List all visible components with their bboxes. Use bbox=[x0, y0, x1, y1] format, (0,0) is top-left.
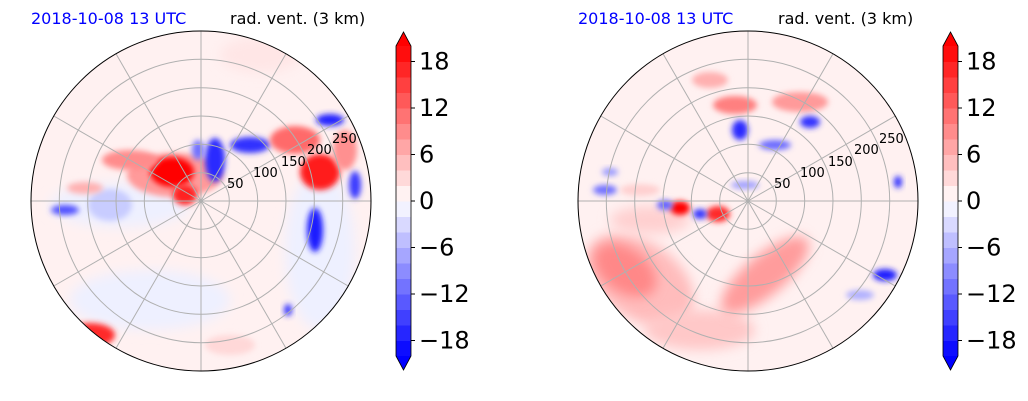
colorbar-band bbox=[396, 232, 411, 248]
panel-2-range-label: 150 bbox=[828, 155, 853, 170]
colorbar-extend-min bbox=[396, 356, 411, 370]
colorbar-band bbox=[943, 92, 958, 109]
colorbar-band bbox=[943, 108, 958, 124]
colorbar-band bbox=[396, 325, 411, 341]
panel-1-range-label: 50 bbox=[227, 177, 244, 192]
colorbar-band bbox=[943, 216, 958, 233]
colorbar-band bbox=[943, 247, 958, 264]
colorbar-band bbox=[943, 325, 958, 341]
panel-1-colorbar-ticks: −18 −12 −6 0 6 12 18 bbox=[411, 48, 470, 355]
colorbar-tick-label: 6 bbox=[966, 141, 981, 169]
panel-2: 2018-10-08 13 UTC rad. vent. (3 km) bbox=[577, 9, 1017, 372]
panel-2-colorbar-ticks: −18 −12 −6 0 6 12 18 bbox=[958, 48, 1017, 355]
panel-2-outline bbox=[577, 30, 919, 372]
panel-1-range-label: 100 bbox=[253, 166, 278, 181]
colorbar-band bbox=[943, 309, 958, 326]
colorbar-band bbox=[396, 139, 411, 155]
panel-2-colorbar-bands bbox=[942, 31, 959, 371]
colorbar-band bbox=[943, 294, 958, 310]
colorbar-band bbox=[396, 340, 411, 357]
panel-2-range-label: 200 bbox=[854, 143, 879, 158]
colorbar-outline bbox=[395, 31, 412, 371]
panel-1-colorbar: −18 −12 −6 0 6 12 18 bbox=[395, 31, 470, 371]
panel-1-time-label: 2018-10-08 13 UTC bbox=[31, 9, 186, 28]
colorbar-band bbox=[396, 77, 411, 93]
colorbar-tick-label: 0 bbox=[419, 187, 434, 215]
colorbar-tick-label: −6 bbox=[966, 234, 1001, 262]
colorbar-band bbox=[943, 46, 958, 62]
panel-1-range-label: 250 bbox=[332, 132, 357, 147]
colorbar-outline bbox=[942, 31, 959, 371]
panel-1-range-label: 150 bbox=[281, 155, 306, 170]
panel-2-grid bbox=[578, 31, 918, 371]
colorbar-extend-max bbox=[943, 32, 958, 46]
panel-2-range-label: 50 bbox=[774, 177, 791, 192]
colorbar-band bbox=[396, 154, 411, 171]
panel-1-grid bbox=[31, 31, 371, 371]
colorbar-band bbox=[943, 170, 958, 186]
panel-2-variable-label: rad. vent. (3 km) bbox=[778, 9, 913, 28]
colorbar-band bbox=[396, 61, 411, 78]
colorbar-band bbox=[396, 247, 411, 264]
colorbar-tick-label: 12 bbox=[419, 94, 450, 122]
colorbar-band bbox=[396, 309, 411, 326]
panel-2-range-labels: 50 100 150 200 250 bbox=[774, 132, 904, 192]
colorbar-band bbox=[943, 61, 958, 78]
panel-1-range-labels: 50 100 150 200 250 bbox=[227, 132, 357, 192]
colorbar-band bbox=[943, 232, 958, 248]
colorbar-band bbox=[943, 139, 958, 155]
colorbar-tick-label: −18 bbox=[419, 327, 470, 355]
colorbar-band bbox=[396, 185, 411, 202]
colorbar-band bbox=[396, 201, 411, 217]
colorbar-tick-label: 18 bbox=[419, 48, 450, 76]
panel-2-time-label: 2018-10-08 13 UTC bbox=[578, 9, 733, 28]
panel-2-colorbar: −18 −12 −6 0 6 12 18 bbox=[942, 31, 1017, 371]
colorbar-band bbox=[396, 294, 411, 310]
colorbar-band bbox=[943, 340, 958, 357]
colorbar-band bbox=[396, 108, 411, 124]
colorbar-tick-label: −18 bbox=[966, 327, 1017, 355]
colorbar-tick-label: 12 bbox=[966, 94, 997, 122]
colorbar-band bbox=[943, 278, 958, 295]
colorbar-tick-label: 0 bbox=[966, 187, 981, 215]
colorbar-band bbox=[943, 77, 958, 93]
colorbar-band bbox=[396, 263, 411, 279]
colorbar-band bbox=[943, 201, 958, 217]
panel-2-range-label: 100 bbox=[800, 166, 825, 181]
colorbar-tick-label: −12 bbox=[419, 280, 470, 308]
colorbar-extend-max bbox=[396, 32, 411, 46]
panel-1-outline bbox=[30, 30, 372, 372]
colorbar-tick-label: 18 bbox=[966, 48, 997, 76]
colorbar-tick-label: 6 bbox=[419, 141, 434, 169]
panel-1-colorbar-bands bbox=[395, 31, 412, 371]
panel-1-range-label: 200 bbox=[307, 143, 332, 158]
colorbar-band bbox=[943, 123, 958, 140]
colorbar-band bbox=[943, 154, 958, 171]
colorbar-band bbox=[396, 170, 411, 186]
colorbar-band bbox=[396, 123, 411, 140]
colorbar-band bbox=[396, 216, 411, 233]
panel-2-range-label: 250 bbox=[879, 132, 904, 147]
colorbar-extend-min bbox=[943, 356, 958, 370]
colorbar-tick-label: −6 bbox=[419, 234, 454, 262]
colorbar-band bbox=[396, 46, 411, 62]
colorbar-tick-label: −12 bbox=[966, 280, 1017, 308]
colorbar-band bbox=[943, 185, 958, 202]
colorbar-band bbox=[396, 92, 411, 109]
panel-1: 2018-10-08 13 UTC rad. vent. (3 km) bbox=[30, 9, 470, 372]
panel-1-variable-label: rad. vent. (3 km) bbox=[230, 9, 365, 28]
colorbar-band bbox=[943, 263, 958, 279]
colorbar-band bbox=[396, 278, 411, 295]
